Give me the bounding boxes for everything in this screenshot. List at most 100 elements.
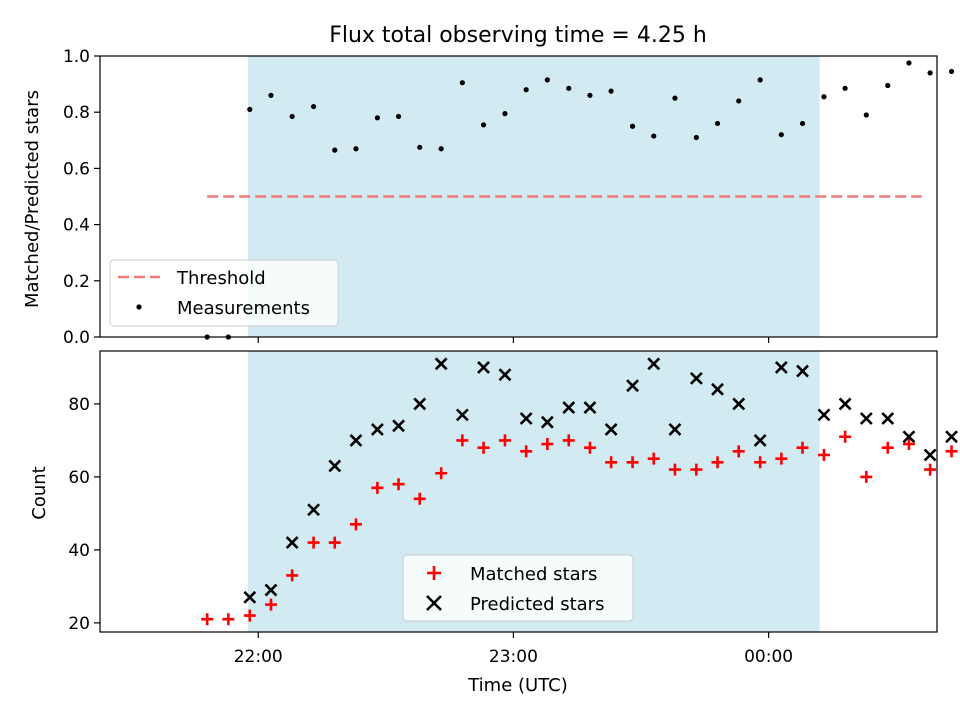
predicted-star-point <box>307 503 321 517</box>
measurement-point <box>629 123 636 129</box>
x-axis-label: Time (UTC) <box>467 675 568 696</box>
predicted-star-point <box>753 433 767 447</box>
measurement-point <box>268 92 274 98</box>
predicted-star-point <box>328 459 342 473</box>
matched-star-point <box>711 456 724 469</box>
predicted-star-point <box>455 408 469 422</box>
measurement-point <box>502 111 508 117</box>
predicted-star-point <box>732 397 746 411</box>
y-tick-label: 0.0 <box>63 328 90 348</box>
chart-title: Flux total observing time = 4.25 h <box>329 23 707 48</box>
bottom-legend: Matched stars Predicted stars <box>402 554 634 622</box>
measurement-point <box>842 85 848 91</box>
matched-star-point <box>307 536 320 549</box>
predicted-star-point <box>902 430 916 444</box>
predicted-star-point <box>392 419 405 433</box>
predicted-star-point <box>647 357 661 371</box>
predicted-star-point <box>838 397 852 411</box>
matched-stars-points <box>201 430 958 626</box>
predicted-star-point <box>285 536 299 550</box>
measurement-point <box>693 134 699 141</box>
matched-star-point <box>817 449 830 462</box>
matched-star-point <box>690 463 703 476</box>
y-tick-label: 0.8 <box>63 103 90 123</box>
predicted-star-point <box>923 448 937 462</box>
measurement-point <box>310 103 317 110</box>
matched-star-point <box>349 518 362 531</box>
matched-star-point <box>243 609 256 622</box>
matched-star-point <box>264 598 277 611</box>
measurement-point <box>544 77 550 83</box>
measurement-point <box>438 146 444 152</box>
matched-star-point <box>562 434 575 447</box>
measurement-point <box>480 122 487 128</box>
matched-star-point <box>860 470 873 483</box>
predicted-star-point <box>689 371 703 385</box>
predicted-star-point <box>349 433 363 447</box>
legend-matched-swatch <box>427 566 441 580</box>
predicted-star-point <box>774 361 788 374</box>
measurement-point <box>587 92 593 98</box>
y-tick-label: 80 <box>68 395 90 415</box>
y-tick-label: 20 <box>68 614 90 634</box>
measurement-point <box>353 146 359 152</box>
legend-measurements-label: Measurements <box>177 298 310 319</box>
predicted-star-point <box>243 590 257 604</box>
y-tick-label: 1.0 <box>63 47 90 67</box>
measurement-point <box>566 85 572 91</box>
matched-star-point <box>902 438 915 451</box>
top-x-ticks <box>257 337 770 343</box>
predicted-star-point <box>562 401 576 414</box>
matched-star-point <box>371 481 384 494</box>
legend-predicted-label: Predicted stars <box>470 594 604 615</box>
top-y-ticks: 0.0 0.2 0.4 0.6 0.8 1.0 <box>63 47 100 348</box>
top-axes-frame <box>99 55 938 338</box>
measurement-point <box>863 112 869 118</box>
matched-star-point <box>775 452 788 465</box>
measurement-point <box>395 113 402 120</box>
predicted-star-point <box>859 412 873 425</box>
top-legend: Threshold Measurements <box>109 259 339 327</box>
x-tick-label: 22:00 <box>234 647 283 667</box>
matched-star-point <box>413 492 426 505</box>
legend-measurements-swatch <box>136 304 142 310</box>
measurement-point <box>736 98 742 104</box>
top-y-axis-label: Matched/Predicted stars <box>22 90 43 308</box>
measurement-point <box>608 88 614 94</box>
bottom-axes-frame <box>99 350 938 633</box>
y-tick-label: 60 <box>68 468 90 488</box>
matched-star-point <box>647 452 660 465</box>
predicted-star-point <box>945 430 958 444</box>
y-tick-label: 0.2 <box>63 272 90 292</box>
matched-star-point <box>945 445 958 458</box>
measurement-point <box>289 113 295 120</box>
predicted-star-point <box>540 415 554 429</box>
matched-star-point <box>392 478 405 491</box>
predicted-star-point <box>668 423 682 436</box>
x-tick-label: 00:00 <box>744 647 793 667</box>
predicted-star-point <box>264 583 278 597</box>
matched-star-point <box>796 441 809 454</box>
bottom-y-axis-label: Count <box>29 466 50 519</box>
legend-threshold-label: Threshold <box>176 268 266 289</box>
measurement-point <box>459 80 465 86</box>
predicted-star-point <box>817 408 831 422</box>
matched-star-point <box>222 613 235 626</box>
measurement-point <box>247 106 253 112</box>
predicted-star-point <box>477 361 490 374</box>
matched-star-point <box>201 613 214 626</box>
matched-star-point <box>881 441 894 454</box>
predicted-star-point <box>604 423 618 436</box>
predicted-star-point <box>370 423 384 436</box>
matched-star-point <box>435 467 448 480</box>
predicted-star-point <box>711 382 724 396</box>
matched-star-point <box>477 441 490 454</box>
measurement-point <box>927 70 933 76</box>
matched-star-point <box>498 434 511 447</box>
measurement-point <box>672 95 678 101</box>
measurement-point <box>523 87 529 93</box>
measurement-points <box>204 60 955 340</box>
matched-star-point <box>541 438 554 451</box>
predicted-star-point <box>881 412 895 425</box>
